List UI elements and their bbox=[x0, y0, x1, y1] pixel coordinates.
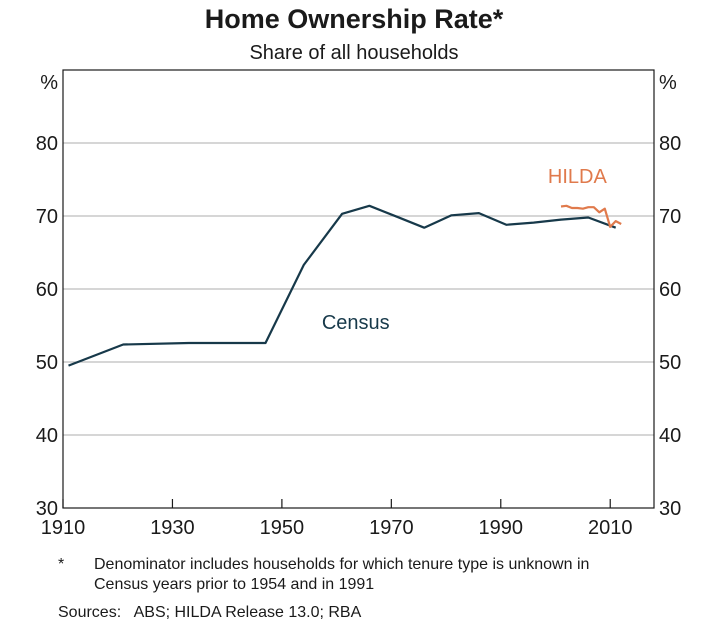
plot-frame bbox=[62, 69, 655, 509]
x-tick-label: 1910 bbox=[41, 517, 86, 539]
x-tick-label: 2010 bbox=[588, 517, 633, 539]
chart-canvas: 1910 1930 1950 1970 1990 2010 30 30 40 40 50 50 60 60… bbox=[36, 69, 681, 539]
series-label-hilda: HILDA bbox=[548, 166, 608, 188]
sources-note: Sources: ABS; HILDA Release 13.0; RBA bbox=[58, 604, 362, 621]
y-tick-label-left: 50 bbox=[36, 352, 58, 374]
y-tick-label-right: 60 bbox=[659, 279, 681, 301]
y-unit-label-left: % bbox=[40, 72, 58, 94]
footnote-marker: * bbox=[58, 556, 65, 573]
chart-title: Home Ownership Rate* bbox=[204, 4, 504, 34]
y-tick-label-right: 40 bbox=[659, 425, 681, 447]
y-tick-label-left: 80 bbox=[36, 133, 58, 155]
y-tick-label-left: 60 bbox=[36, 279, 58, 301]
series-line-census bbox=[68, 204, 617, 367]
y-tick-label-right: 50 bbox=[659, 352, 681, 374]
x-tick-label: 1930 bbox=[150, 517, 195, 539]
chart-subtitle: Share of all households bbox=[249, 42, 459, 64]
y-tick-label-right: 80 bbox=[659, 133, 681, 155]
x-tick-label: 1950 bbox=[260, 517, 305, 539]
x-tick-label: 1970 bbox=[369, 517, 414, 539]
x-tick-label: 1990 bbox=[479, 517, 524, 539]
series-label-census: Census bbox=[322, 312, 390, 334]
y-tick-label-left: 70 bbox=[36, 206, 58, 228]
footnote: * Denominator includes households for wh… bbox=[58, 555, 634, 595]
y-tick-label-left: 30 bbox=[36, 498, 58, 520]
y-unit-label-right: % bbox=[659, 72, 677, 94]
series-line-hilda bbox=[560, 204, 622, 228]
y-tick-label-left: 40 bbox=[36, 425, 58, 447]
footnote-text: Denominator includes households for whic… bbox=[94, 556, 590, 593]
y-tick-label-right: 30 bbox=[659, 498, 681, 520]
y-tick-label-right: 70 bbox=[659, 206, 681, 228]
